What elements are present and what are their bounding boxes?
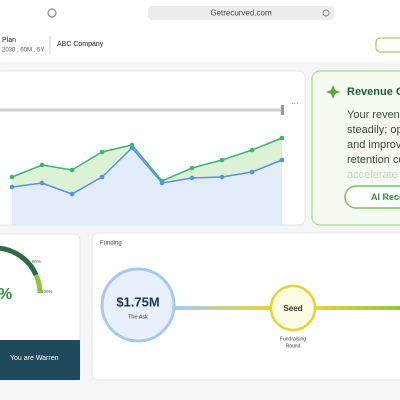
insight-line: accelerate v: [347, 169, 400, 181]
plan-details: 2030 , 60M , 5Y: [2, 48, 44, 54]
point: [99, 174, 105, 180]
slider-handle[interactable]: [281, 105, 284, 115]
stage-label: Fundraising: [280, 336, 306, 342]
area: [12, 148, 282, 225]
ask-circle: [100, 267, 176, 343]
connector: [315, 306, 400, 310]
ask-amount: $1.75M: [116, 294, 159, 309]
line: [11, 146, 283, 195]
gauge-tick: 100%: [41, 289, 53, 294]
connector: [175, 306, 271, 310]
point: [219, 157, 225, 163]
seed-circle: [269, 284, 317, 332]
gauge-value: %: [0, 286, 12, 303]
insight-title: Revenue O: [347, 86, 400, 98]
point: [39, 162, 45, 168]
point: [279, 135, 285, 141]
url: Getrecurved.com: [210, 9, 272, 18]
point: [159, 180, 165, 186]
gauge-fill: [0, 245, 39, 277]
funding-title: Funding: [100, 241, 122, 247]
ai-button[interactable]: [344, 185, 400, 209]
url-bar[interactable]: [148, 6, 334, 20]
point: [9, 174, 15, 180]
point: [189, 165, 195, 171]
ask-label: The Ask: [128, 314, 148, 320]
point: [249, 147, 255, 153]
point: [9, 184, 15, 190]
insight-line: Your revenu: [347, 109, 400, 121]
stage: Seed: [283, 304, 302, 313]
insight-line: steadily; opt: [347, 124, 400, 136]
insight-line: and improv: [347, 139, 400, 151]
point: [279, 157, 285, 163]
stage-label: Round: [286, 343, 301, 349]
menu-dots[interactable]: ···: [291, 99, 299, 108]
banner: [0, 340, 80, 380]
point: [249, 169, 255, 175]
ai-button-label: AI Reco: [371, 192, 400, 202]
sparkle-icon: [326, 85, 340, 99]
point: [39, 180, 45, 186]
plot: [9, 135, 285, 225]
app-header: [0, 30, 400, 62]
line: [11, 137, 283, 182]
plan: Plan: [2, 37, 16, 44]
point: [99, 149, 105, 155]
reload-icon[interactable]: [322, 9, 330, 17]
point: [69, 167, 75, 173]
banner-text: You are Warren: [10, 355, 59, 362]
shield-icon: [47, 8, 57, 18]
header-button[interactable]: [375, 37, 400, 53]
company: ABC Company: [57, 41, 104, 48]
gauge-end: [33, 273, 43, 294]
insight-line: retention co: [347, 154, 400, 166]
point: [219, 174, 225, 180]
gauge-tick: 80%: [32, 259, 41, 264]
insight-body: Your revenu steadily; opt and improv retent…: [347, 109, 400, 181]
point: [129, 145, 135, 151]
point: [69, 191, 75, 197]
point: [189, 175, 195, 181]
